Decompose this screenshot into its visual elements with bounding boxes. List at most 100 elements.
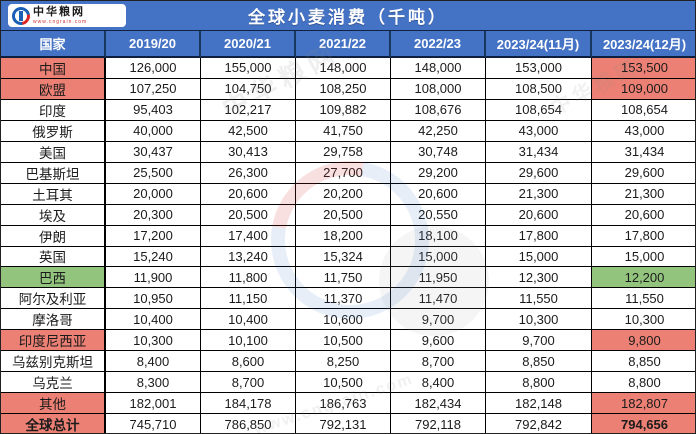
value-cell: 31,434	[486, 141, 592, 163]
value-cell: 153,000	[486, 58, 592, 79]
value-cell: 8,400	[391, 372, 486, 394]
value-cell: 95,403	[106, 99, 201, 121]
value-cell: 745,710	[106, 414, 201, 433]
value-cell: 108,250	[296, 78, 391, 100]
value-cell: 184,178	[201, 393, 296, 415]
value-cell: 20,300	[106, 204, 201, 226]
value-cell: 13,240	[201, 246, 296, 268]
country-cell: 其他	[1, 393, 106, 415]
country-cell: 欧盟	[1, 78, 106, 100]
value-cell: 30,437	[106, 141, 201, 163]
column-header-year: 2019/20	[106, 31, 201, 58]
value-cell: 20,600	[391, 183, 486, 205]
value-cell: 8,700	[201, 372, 296, 394]
country-cell: 乌兹别克斯坦	[1, 351, 106, 373]
column-header-year: 2022/23	[391, 31, 486, 58]
value-cell: 8,700	[391, 351, 486, 373]
value-cell: 792,118	[391, 414, 486, 433]
value-cell: 107,250	[106, 78, 201, 100]
value-cell: 182,001	[106, 393, 201, 415]
value-cell: 17,200	[106, 225, 201, 247]
logo-url-text: www.cngrain.com	[33, 18, 88, 25]
value-cell: 10,300	[592, 309, 695, 331]
value-cell: 10,100	[201, 330, 296, 352]
value-cell: 30,748	[391, 141, 486, 163]
column-header-year: 2020/21	[201, 31, 296, 58]
country-cell: 中国	[1, 58, 106, 79]
value-cell: 786,850	[201, 414, 296, 433]
value-cell: 794,656	[592, 414, 695, 433]
value-cell: 8,800	[486, 372, 592, 394]
country-cell: 美国	[1, 141, 106, 163]
value-cell: 20,600	[486, 204, 592, 226]
country-cell: 乌克兰	[1, 372, 106, 394]
value-cell: 108,654	[592, 99, 695, 121]
value-cell: 20,600	[201, 183, 296, 205]
value-cell: 11,550	[592, 288, 695, 310]
country-cell: 埃及	[1, 204, 106, 226]
value-cell: 12,300	[486, 267, 592, 289]
country-cell: 巴西	[1, 267, 106, 289]
country-cell: 伊朗	[1, 225, 106, 247]
country-cell: 印度尼西亚	[1, 330, 106, 352]
value-cell: 27,700	[296, 162, 391, 184]
value-cell: 108,654	[486, 99, 592, 121]
value-cell: 12,200	[592, 267, 695, 289]
value-cell: 792,131	[296, 414, 391, 433]
country-cell: 俄罗斯	[1, 120, 106, 142]
value-cell: 20,600	[592, 204, 695, 226]
value-cell: 17,800	[592, 225, 695, 247]
country-cell: 印度	[1, 99, 106, 121]
country-cell: 土耳其	[1, 183, 106, 205]
value-cell: 8,850	[486, 351, 592, 373]
value-cell: 11,550	[486, 288, 592, 310]
value-cell: 8,850	[592, 351, 695, 373]
value-cell: 9,700	[391, 309, 486, 331]
value-cell: 31,434	[592, 141, 695, 163]
consumption-table: 国家 2019/20 2020/21 2021/22 2022/23 2023/24(11…	[1, 31, 695, 433]
value-cell: 126,000	[106, 58, 201, 79]
value-cell: 43,000	[592, 120, 695, 142]
country-cell: 全球总计	[1, 414, 106, 433]
column-header-year: 2021/22	[296, 31, 391, 58]
value-cell: 8,800	[592, 372, 695, 394]
value-cell: 9,700	[486, 330, 592, 352]
value-cell: 15,000	[486, 246, 592, 268]
value-cell: 42,500	[201, 120, 296, 142]
value-cell: 182,807	[592, 393, 695, 415]
value-cell: 10,300	[106, 330, 201, 352]
value-cell: 41,750	[296, 120, 391, 142]
value-cell: 40,000	[106, 120, 201, 142]
value-cell: 109,882	[296, 99, 391, 121]
value-cell: 15,240	[106, 246, 201, 268]
value-cell: 20,000	[106, 183, 201, 205]
value-cell: 18,100	[391, 225, 486, 247]
title-band: 中华粮网 www.cngrain.com 全球小麦消费（千吨）	[1, 1, 695, 31]
value-cell: 109,000	[592, 78, 695, 100]
value-cell: 182,148	[486, 393, 592, 415]
country-cell: 英国	[1, 246, 106, 268]
value-cell: 104,750	[201, 78, 296, 100]
value-cell: 15,000	[592, 246, 695, 268]
value-cell: 21,300	[592, 183, 695, 205]
value-cell: 10,300	[486, 309, 592, 331]
column-header-year: 2023/24(12月)	[592, 31, 695, 58]
value-cell: 153,500	[592, 58, 695, 79]
value-cell: 11,950	[391, 267, 486, 289]
cngrain-logo: 中华粮网 www.cngrain.com	[8, 2, 126, 29]
value-cell: 10,400	[201, 309, 296, 331]
value-cell: 10,500	[296, 372, 391, 394]
column-header-year: 2023/24(11月)	[486, 31, 592, 58]
value-cell: 148,000	[391, 58, 486, 79]
value-cell: 11,900	[106, 267, 201, 289]
value-cell: 17,800	[486, 225, 592, 247]
value-cell: 102,217	[201, 99, 296, 121]
value-cell: 108,500	[486, 78, 592, 100]
value-cell: 11,800	[201, 267, 296, 289]
value-cell: 11,370	[296, 288, 391, 310]
value-cell: 9,600	[391, 330, 486, 352]
value-cell: 20,500	[201, 204, 296, 226]
value-cell: 792,842	[486, 414, 592, 433]
value-cell: 11,750	[296, 267, 391, 289]
value-cell: 15,324	[296, 246, 391, 268]
